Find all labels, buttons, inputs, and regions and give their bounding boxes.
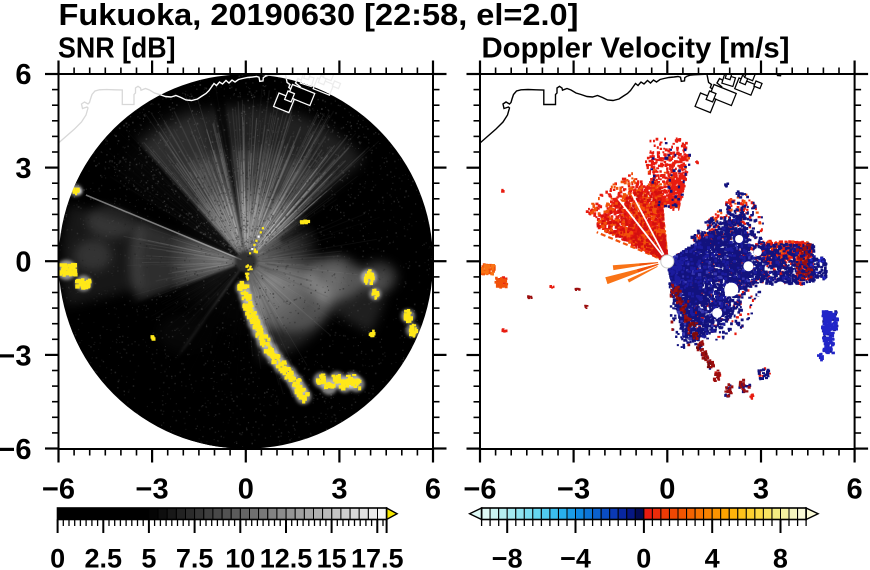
svg-text:3: 3: [331, 474, 347, 506]
svg-text:0: 0: [238, 474, 254, 506]
svg-text:15: 15: [317, 544, 347, 570]
svg-text:−6: −6: [463, 474, 496, 506]
svg-text:3: 3: [15, 153, 31, 185]
svg-text:8: 8: [773, 544, 788, 570]
svg-text:−4: −4: [560, 544, 591, 570]
svg-text:0: 0: [15, 247, 31, 279]
svg-text:0: 0: [50, 544, 65, 570]
svg-text:−8: −8: [492, 544, 523, 570]
svg-text:−3: −3: [0, 340, 32, 372]
svg-text:6: 6: [847, 474, 863, 506]
svg-text:−6: −6: [0, 434, 32, 466]
svg-text:3: 3: [753, 474, 769, 506]
svg-text:−3: −3: [557, 474, 590, 506]
svg-text:SNR [dB]: SNR [dB]: [58, 33, 176, 65]
svg-text:6: 6: [15, 59, 31, 91]
svg-text:−6: −6: [42, 474, 75, 506]
svg-text:Doppler Velocity [m/s]: Doppler Velocity [m/s]: [482, 33, 790, 65]
svg-text:2.5: 2.5: [85, 544, 123, 570]
svg-text:4: 4: [705, 544, 720, 570]
svg-text:−3: −3: [136, 474, 169, 506]
svg-text:17.5: 17.5: [351, 544, 404, 570]
svg-text:6: 6: [425, 474, 441, 506]
svg-text:12.5: 12.5: [260, 544, 313, 570]
svg-text:0: 0: [636, 544, 651, 570]
svg-text:Fukuoka, 20190630 [22:58, el=2: Fukuoka, 20190630 [22:58, el=2.0]: [59, 0, 579, 32]
svg-text:7.5: 7.5: [176, 544, 214, 570]
svg-text:10: 10: [225, 544, 255, 570]
svg-text:5: 5: [141, 544, 156, 570]
svg-text:0: 0: [659, 474, 675, 506]
